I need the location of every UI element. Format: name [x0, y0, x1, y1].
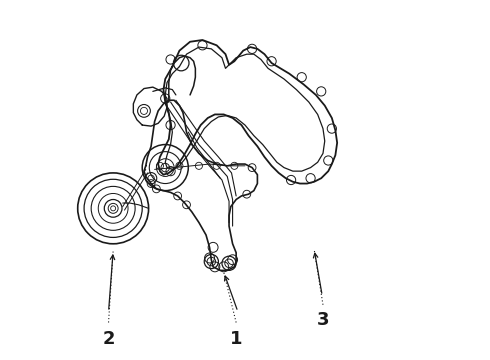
Text: 2: 2	[102, 330, 115, 348]
Text: 3: 3	[317, 311, 329, 329]
Text: 1: 1	[230, 330, 243, 348]
